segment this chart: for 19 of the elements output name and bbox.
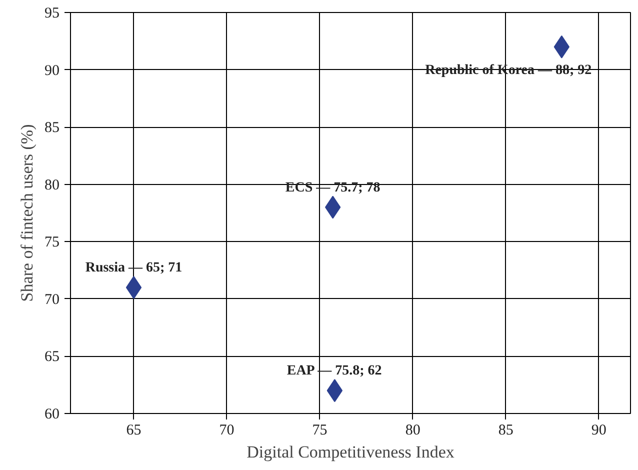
x-tick-label: 90 — [591, 422, 606, 438]
point — [324, 196, 341, 219]
x-tick-label: 75 — [312, 422, 328, 438]
x-axis-title: Digital Competitiveness Index — [246, 442, 455, 462]
y-tick-label: 65 — [44, 349, 60, 366]
y-tick-label: 95 — [44, 6, 60, 22]
x-tick-label: 65 — [126, 422, 142, 438]
x-tick-label: 80 — [405, 422, 420, 438]
y-tick-label: 60 — [44, 406, 60, 422]
y-tick-label: 90 — [44, 62, 60, 79]
point — [326, 379, 343, 402]
y-tick-label: 85 — [44, 120, 60, 136]
y-tick-label: 80 — [44, 177, 60, 194]
y-tick-label: 70 — [44, 292, 60, 308]
x-tick-label: 85 — [498, 422, 514, 438]
point — [126, 276, 142, 299]
y-axis-title: Share of fintech users (%) — [18, 124, 36, 302]
x-tick-label: 70 — [219, 422, 234, 438]
y-tick-label: 75 — [44, 234, 60, 251]
